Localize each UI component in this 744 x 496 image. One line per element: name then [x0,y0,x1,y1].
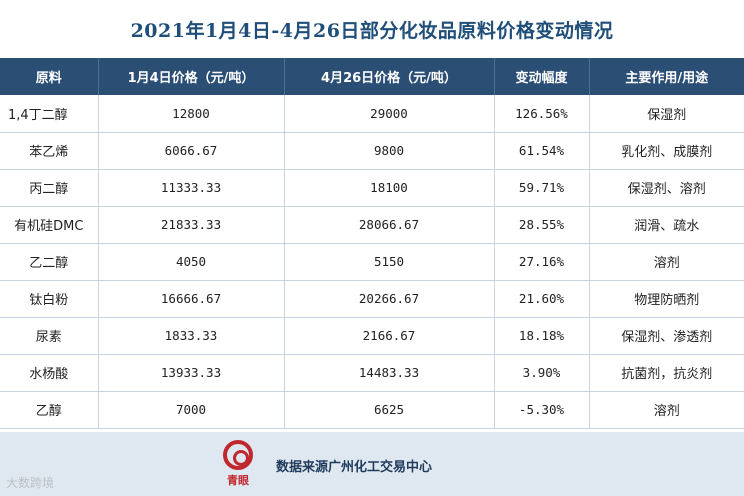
table-header-row: 原料 1月4日价格（元/吨） 4月26日价格（元/吨） 变动幅度 主要作用/用途 [0,58,744,95]
cell-jan-price: 6066.67 [98,132,285,170]
cell-usage: 乳化剂、成膜剂 [589,132,744,170]
cell-apr-price: 28066.67 [284,206,495,244]
footer: 青眼 数据来源广州化工交易中心 大数跨境 [0,432,744,496]
logo-text: 青眼 [227,474,249,487]
cell-change: 61.54% [494,132,590,170]
page-title: 2021年1月4日-4月26日部分化妆品原料价格变动情况 [130,19,614,42]
cell-material: 乙醇 [0,391,99,429]
column-header-jan-price: 1月4日价格（元/吨） [98,58,285,95]
cell-apr-price: 29000 [284,95,495,133]
cell-apr-price: 20266.67 [284,280,495,318]
cell-jan-price: 11333.33 [98,169,285,207]
cell-material: 水杨酸 [0,354,99,392]
cell-jan-price: 13933.33 [98,354,285,392]
cell-material: 尿素 [0,317,99,355]
watermark: 大数跨境 [6,476,55,490]
cell-material: 苯乙烯 [0,132,99,170]
cell-change: 18.18% [494,317,590,355]
eye-icon [223,440,253,470]
cell-jan-price: 7000 [98,391,285,429]
cell-change: 59.71% [494,169,590,207]
table-row: 1,4丁二醇 12800 29000 126.56% 保湿剂 [0,95,744,133]
cell-material: 有机硅DMC [0,206,99,244]
cell-jan-price: 21833.33 [98,206,285,244]
cell-usage: 溶剂 [589,243,744,281]
cell-usage: 保湿剂 [589,95,744,133]
table-row: 乙二醇 4050 5150 27.16% 溶剂 [0,243,744,281]
cell-change: 126.56% [494,95,590,133]
table-row: 钛白粉 16666.67 20266.67 21.60% 物理防晒剂 [0,280,744,318]
cell-usage: 保湿剂、渗透剂 [589,317,744,355]
table-row: 尿素 1833.33 2166.67 18.18% 保湿剂、渗透剂 [0,317,744,355]
cell-apr-price: 9800 [284,132,495,170]
table-row: 丙二醇 11333.33 18100 59.71% 保湿剂、溶剂 [0,169,744,207]
cell-material: 丙二醇 [0,169,99,207]
cell-material: 1,4丁二醇 [0,95,99,133]
cell-apr-price: 6625 [284,391,495,429]
title-bar: 2021年1月4日-4月26日部分化妆品原料价格变动情况 [0,0,744,58]
cell-usage: 溶剂 [589,391,744,429]
cell-jan-price: 16666.67 [98,280,285,318]
column-header-change: 变动幅度 [494,58,590,95]
cell-usage: 润滑、疏水 [589,206,744,244]
cell-change: 3.90% [494,354,590,392]
cell-jan-price: 4050 [98,243,285,281]
cell-change: 28.55% [494,206,590,244]
table-row: 有机硅DMC 21833.33 28066.67 28.55% 润滑、疏水 [0,206,744,244]
column-header-material: 原料 [0,58,99,95]
cell-apr-price: 5150 [284,243,495,281]
price-table: 原料 1月4日价格（元/吨） 4月26日价格（元/吨） 变动幅度 主要作用/用途… [0,58,744,429]
cell-usage: 保湿剂、溶剂 [589,169,744,207]
cell-change: 27.16% [494,243,590,281]
column-header-apr-price: 4月26日价格（元/吨） [284,58,495,95]
cell-usage: 抗菌剂，抗炎剂 [589,354,744,392]
cell-jan-price: 12800 [98,95,285,133]
cell-usage: 物理防晒剂 [589,280,744,318]
column-header-usage: 主要作用/用途 [589,58,744,95]
table-row: 苯乙烯 6066.67 9800 61.54% 乳化剂、成膜剂 [0,132,744,170]
table-row: 乙醇 7000 6625 -5.30% 溶剂 [0,391,744,429]
table-row: 水杨酸 13933.33 14483.33 3.90% 抗菌剂，抗炎剂 [0,354,744,392]
data-source-note: 数据来源广州化工交易中心 [276,460,433,475]
brand-logo: 青眼 [218,440,258,490]
cell-apr-price: 2166.67 [284,317,495,355]
cell-material: 乙二醇 [0,243,99,281]
cell-change: -5.30% [494,391,590,429]
cell-change: 21.60% [494,280,590,318]
cell-apr-price: 14483.33 [284,354,495,392]
cell-jan-price: 1833.33 [98,317,285,355]
cell-material: 钛白粉 [0,280,99,318]
cell-apr-price: 18100 [284,169,495,207]
